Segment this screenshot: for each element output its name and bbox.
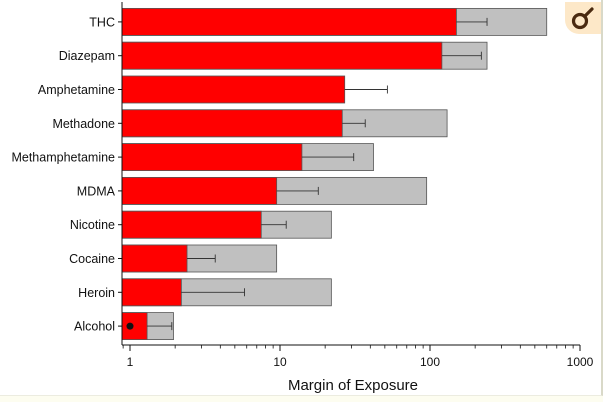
bar-red — [121, 41, 443, 70]
bar-red — [121, 75, 346, 104]
y-tick-label: Alcohol — [74, 320, 115, 334]
bar-red — [121, 210, 262, 239]
x-axis: 1 10 100 1000 — [122, 344, 594, 369]
bar-red — [121, 312, 148, 341]
point-marker — [126, 322, 134, 330]
y-tick-label: THC — [89, 15, 115, 29]
x-tick-label: 1000 — [567, 355, 594, 369]
corner-badge[interactable] — [565, 2, 601, 34]
y-tick-label: Heroin — [78, 286, 115, 300]
x-tick-label: 10 — [273, 355, 287, 369]
y-axis: THC Diazepam Amphetamine Methadone Methamphe… — [11, 2, 123, 345]
y-tick-label: Cocaine — [69, 252, 115, 266]
y-tick-label: MDMA — [77, 184, 116, 198]
x-axis-title: Margin of Exposure — [288, 377, 418, 394]
bar-red — [121, 109, 343, 138]
bars-layer — [121, 7, 548, 341]
y-tick-label: Amphetamine — [38, 83, 115, 97]
bar-red — [121, 176, 278, 205]
x-tick-label: 100 — [420, 355, 440, 369]
y-tick-label: Methadone — [52, 117, 115, 131]
bar-red — [121, 7, 457, 36]
y-tick-label: Nicotine — [70, 218, 115, 232]
bar-red — [121, 143, 303, 172]
bar-red — [121, 244, 188, 273]
x-tick-label: 1 — [127, 355, 134, 369]
gender-symbol-icon — [571, 7, 594, 30]
bar-red — [121, 278, 182, 307]
y-tick-label: Methamphetamine — [11, 151, 115, 165]
y-tick-label: Diazepam — [59, 49, 115, 63]
